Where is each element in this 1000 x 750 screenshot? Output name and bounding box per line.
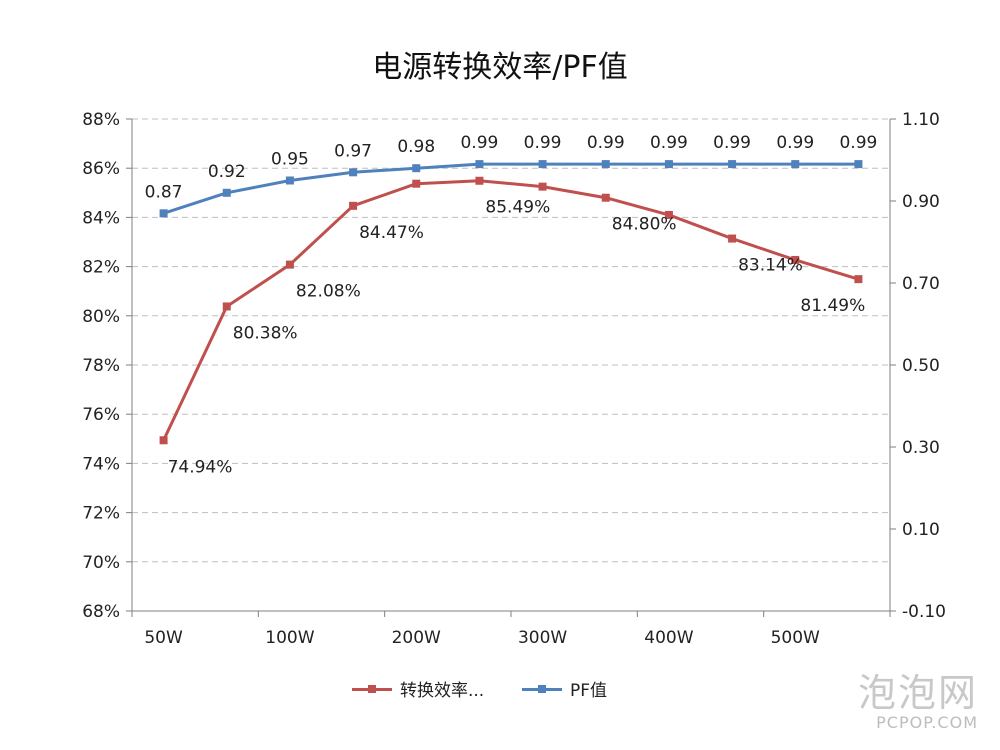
data-label: 0.95 bbox=[271, 150, 309, 170]
data-label: 0.99 bbox=[776, 133, 814, 153]
data-point bbox=[349, 168, 358, 177]
watermark-logo: 泡泡网 PCPOP.COM bbox=[858, 673, 978, 732]
y-right-tick-label: 1.10 bbox=[902, 110, 940, 130]
data-label: 0.99 bbox=[713, 133, 751, 153]
legend-swatch-efficiency bbox=[352, 682, 392, 696]
y-right-tick-label: 0.50 bbox=[902, 356, 940, 376]
y-left-tick-label: 68% bbox=[82, 602, 120, 622]
series-line-1 bbox=[163, 162, 859, 215]
y-left-tick-label: 74% bbox=[82, 454, 120, 474]
legend-item-pf[interactable]: PF值 bbox=[522, 676, 607, 701]
data-labels: 74.94% 80.38% 82.08% 84.47% 85.49% 84.80% 83.1… bbox=[145, 133, 878, 477]
data-point bbox=[222, 302, 231, 311]
gridlines bbox=[132, 118, 890, 563]
data-point bbox=[475, 160, 484, 169]
data-point bbox=[538, 182, 547, 191]
data-point bbox=[791, 160, 800, 169]
data-point bbox=[412, 179, 421, 188]
data-point bbox=[349, 201, 358, 210]
data-label: 0.92 bbox=[208, 162, 246, 182]
data-point bbox=[601, 160, 610, 169]
y-right-tick-label: 0.10 bbox=[902, 520, 940, 540]
data-label: 0.99 bbox=[587, 133, 625, 153]
x-tick-label: 200W bbox=[392, 628, 441, 648]
y-right-tick-label: 0.70 bbox=[902, 274, 940, 294]
data-label: 74.94% bbox=[168, 457, 233, 477]
y-right-tick-label: -0.10 bbox=[902, 602, 946, 622]
data-label: 0.97 bbox=[334, 141, 372, 161]
data-point bbox=[664, 160, 673, 169]
data-label: 84.47% bbox=[359, 223, 424, 243]
data-label: 83.14% bbox=[738, 256, 803, 276]
x-tick-label: 50W bbox=[144, 628, 183, 648]
data-point bbox=[664, 210, 673, 219]
data-point bbox=[412, 164, 421, 173]
y-left-tick-label: 70% bbox=[82, 553, 120, 573]
axes: 68% 70% 72% 74% 76% 78% 80% 82% 84% 86% 88% -0.10 0.… bbox=[82, 110, 946, 648]
data-label: 80.38% bbox=[233, 323, 298, 343]
data-label: 0.99 bbox=[839, 133, 877, 153]
y-left-tick-label: 82% bbox=[82, 258, 120, 278]
legend-label-efficiency: 转换效率... bbox=[400, 681, 485, 701]
data-point bbox=[159, 209, 168, 218]
data-label: 81.49% bbox=[800, 296, 865, 316]
data-point bbox=[854, 160, 863, 169]
y-right-tick-label: 0.90 bbox=[902, 192, 940, 212]
data-point bbox=[854, 275, 863, 284]
x-tick-label: 400W bbox=[644, 628, 693, 648]
y-left-tick-label: 78% bbox=[82, 356, 120, 376]
y-right-tick-label: 0.30 bbox=[902, 438, 940, 458]
y-left-tick-label: 86% bbox=[82, 159, 120, 179]
data-point bbox=[601, 193, 610, 202]
x-tick-label: 100W bbox=[265, 628, 314, 648]
data-point bbox=[475, 176, 484, 185]
y-left-tick-label: 84% bbox=[82, 208, 120, 228]
data-point bbox=[285, 176, 294, 185]
data-label: 0.98 bbox=[397, 137, 435, 157]
data-point bbox=[728, 234, 737, 243]
watermark-en: PCPOP.COM bbox=[876, 713, 978, 732]
legend: 转换效率... PF值 bbox=[0, 676, 1000, 702]
data-label: 0.99 bbox=[650, 133, 688, 153]
data-point bbox=[791, 255, 800, 264]
data-point bbox=[285, 260, 294, 269]
legend-label-pf: PF值 bbox=[570, 681, 608, 701]
data-point bbox=[728, 160, 737, 169]
data-label: 85.49% bbox=[485, 198, 550, 218]
y-left-tick-label: 88% bbox=[82, 110, 120, 130]
data-label: 0.99 bbox=[460, 133, 498, 153]
data-point bbox=[222, 188, 231, 197]
x-tick-label: 300W bbox=[518, 628, 567, 648]
legend-item-efficiency[interactable]: 转换效率... bbox=[352, 676, 484, 701]
data-label: 84.80% bbox=[612, 215, 677, 235]
y-left-tick-label: 72% bbox=[82, 504, 120, 524]
data-label: 82.08% bbox=[296, 282, 361, 302]
chart-title: 电源转换效率/PF值 bbox=[372, 50, 628, 85]
series-line-0 bbox=[162, 179, 859, 441]
watermark-cn: 泡泡网 bbox=[857, 671, 978, 715]
legend-swatch-pf bbox=[522, 682, 562, 696]
data-label: 0.99 bbox=[524, 133, 562, 153]
y-left-tick-label: 76% bbox=[82, 405, 120, 425]
x-tick-label: 500W bbox=[771, 628, 820, 648]
data-point bbox=[538, 160, 547, 169]
y-left-tick-label: 80% bbox=[82, 307, 120, 327]
data-point bbox=[159, 436, 168, 445]
data-label: 0.87 bbox=[145, 182, 183, 202]
series bbox=[159, 160, 863, 445]
